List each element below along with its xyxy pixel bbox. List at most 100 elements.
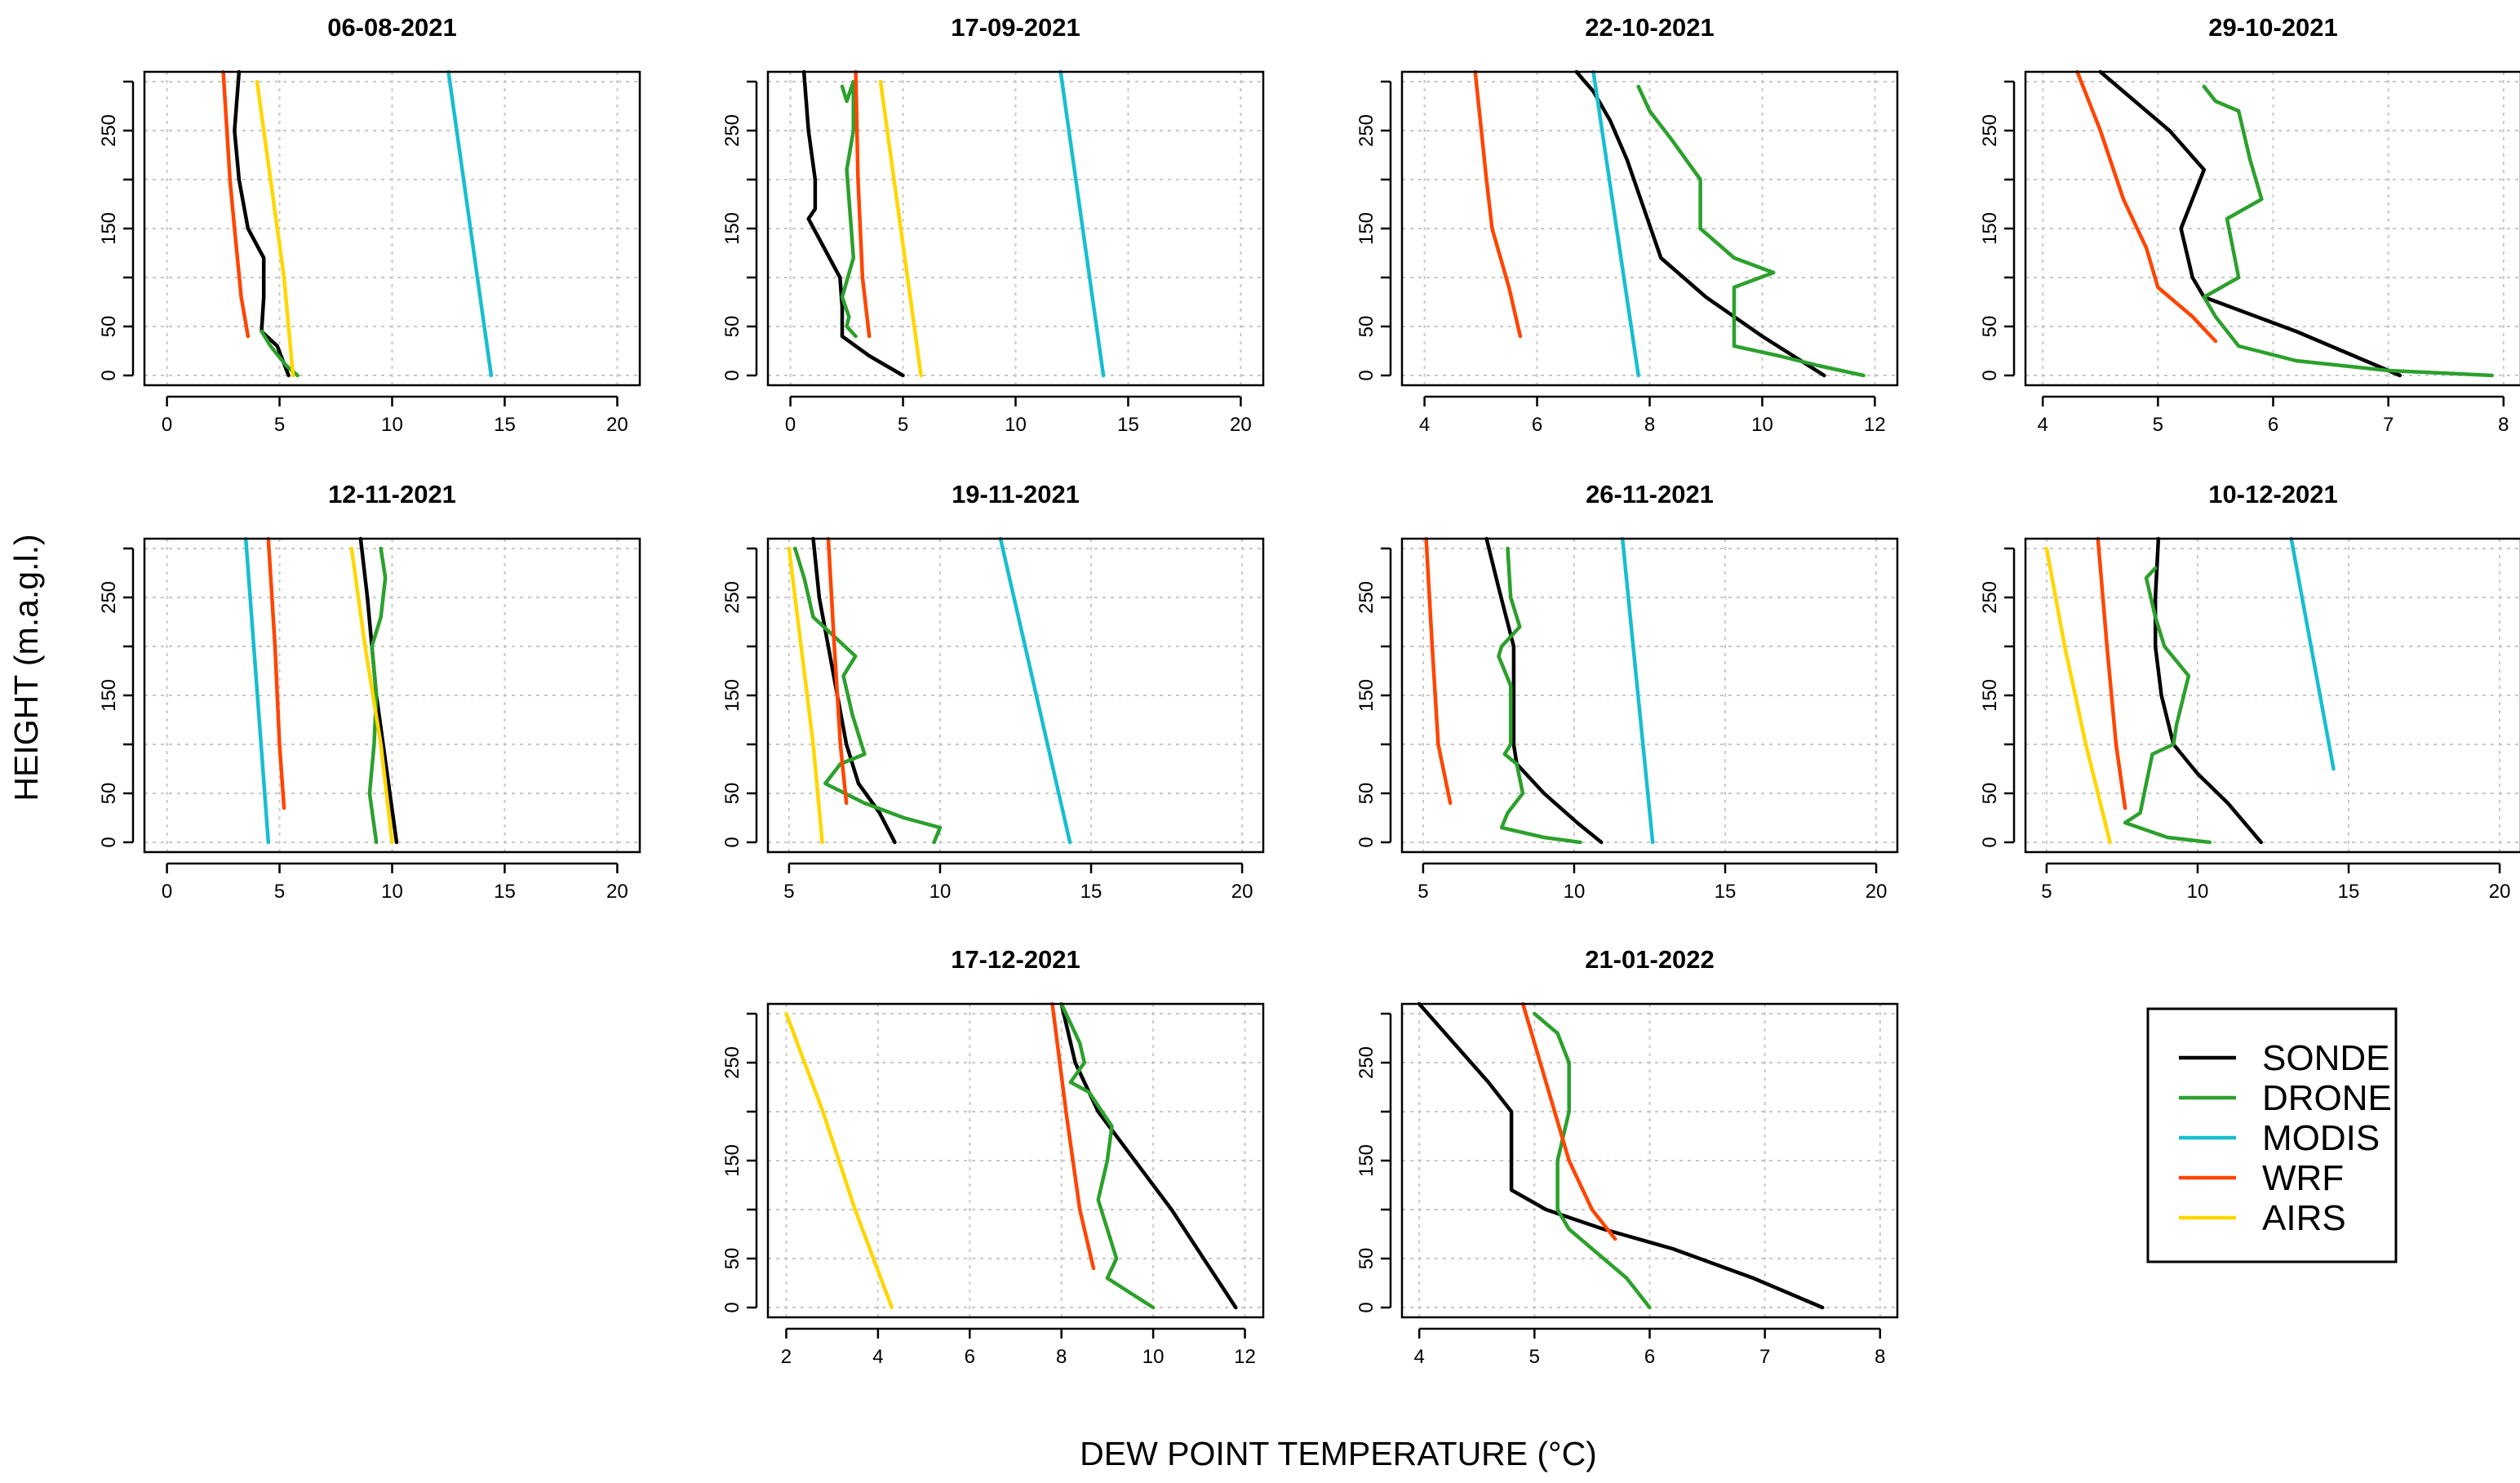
x-tick-label: 10 — [1005, 414, 1027, 436]
series-line-drone — [2123, 566, 2212, 845]
y-tick-label: 250 — [721, 1046, 743, 1079]
series-line-modis — [998, 536, 1072, 845]
y-tick-label: 0 — [1355, 837, 1378, 847]
series-line-modis — [243, 536, 271, 845]
plot-frame — [766, 537, 1265, 854]
x-tick-label: 15 — [1715, 881, 1737, 903]
y-axis-label: HEIGHT (m.a.g.l.) — [7, 534, 45, 801]
x-tick-label: 4 — [1419, 414, 1430, 436]
x-tick-label: 10 — [381, 414, 403, 436]
series-line-wrf — [2075, 69, 2218, 344]
y-tick-label: 0 — [721, 370, 743, 380]
y-tick-label: 250 — [721, 581, 743, 614]
plot-frame — [1400, 70, 1899, 387]
x-tick-label: 8 — [1056, 1346, 1067, 1368]
y-tick-label: 150 — [721, 212, 743, 245]
series-line-modis — [446, 69, 494, 378]
series-line-wrf — [2096, 536, 2127, 810]
x-tick-label: 20 — [1230, 414, 1252, 436]
series-line-drone — [367, 546, 388, 845]
series-line-drone — [2202, 84, 2494, 378]
series-line-sonde — [233, 69, 291, 378]
y-tick-label: 50 — [721, 1248, 743, 1270]
y-tick-label: 50 — [98, 316, 120, 338]
panel-22-10-2021: 4 6 8 10 12 0 50 150 250 22-10-2021 — [1355, 13, 1899, 436]
series-line-sonde — [2153, 536, 2263, 845]
x-tick-label: 5 — [1529, 1346, 1540, 1368]
series-line-wrf — [266, 536, 286, 810]
panel-title: 17-12-2021 — [951, 945, 1080, 974]
series-line-drone — [1059, 1001, 1156, 1310]
x-tick-label: 4 — [1413, 1346, 1424, 1368]
series-line-sonde — [801, 69, 905, 378]
series-line-modis — [1620, 536, 1655, 845]
y-tick-label: 0 — [98, 837, 120, 847]
y-tick-label: 250 — [1355, 114, 1378, 147]
panel-21-01-2022: 4 5 6 7 8 0 50 150 250 21-01-2022 — [1355, 945, 1899, 1368]
y-tick-label: 50 — [98, 783, 120, 805]
series-line-wrf — [1424, 536, 1453, 806]
series-line-airs — [878, 79, 923, 378]
x-tick-label: 12 — [1234, 1346, 1256, 1368]
series-line-modis — [1058, 69, 1106, 378]
x-axis-label: DEW POINT TEMPERATURE (°C) — [1080, 1435, 1597, 1472]
x-tick-label: 5 — [783, 881, 794, 903]
plot-frame — [2024, 70, 2520, 387]
series-line-drone — [1533, 1011, 1652, 1310]
panel-title: 12-11-2021 — [328, 480, 456, 508]
series-line-sonde — [1484, 536, 1604, 845]
series-line-sonde — [358, 536, 399, 845]
series-line-wrf — [1473, 69, 1523, 339]
x-tick-label: 20 — [1231, 881, 1253, 903]
plot-frame — [2024, 537, 2520, 854]
x-tick-label: 5 — [2153, 414, 2163, 436]
x-tick-label: 10 — [929, 881, 952, 903]
series-line-airs — [349, 546, 394, 845]
plot-frame — [1400, 537, 1899, 854]
x-tick-label: 20 — [606, 414, 628, 436]
series-line-airs — [787, 546, 824, 845]
panel-title: 19-11-2021 — [952, 480, 1080, 508]
x-tick-label: 6 — [2268, 414, 2278, 436]
panel-title: 21-01-2022 — [1585, 945, 1715, 974]
series-line-drone — [840, 79, 858, 339]
plot-frame — [143, 70, 641, 387]
x-tick-label: 7 — [1759, 1346, 1770, 1368]
y-tick-label: 0 — [721, 837, 743, 847]
y-tick-label: 50 — [1979, 783, 2001, 805]
panel-19-11-2021: 5 10 15 20 0 50 150 250 19-11-2021 — [721, 480, 1265, 903]
legend-label-wrf: WRF — [2262, 1158, 2344, 1198]
panel-title: 26-11-2021 — [1586, 480, 1714, 508]
panel-06-08-2021: 0 5 10 15 20 0 50 150 250 06-08-2021 — [98, 13, 641, 436]
series-line-wrf — [854, 69, 872, 339]
y-tick-label: 250 — [98, 114, 120, 147]
legend-label-modis: MODIS — [2262, 1118, 2380, 1158]
plot-frame — [766, 1002, 1265, 1319]
x-tick-label: 10 — [1142, 1346, 1165, 1368]
y-tick-label: 50 — [721, 783, 743, 805]
x-tick-label: 5 — [898, 414, 908, 436]
panel-title: 06-08-2021 — [327, 13, 457, 42]
x-tick-label: 15 — [1080, 881, 1102, 903]
panel-10-12-2021: 5 10 15 20 0 50 150 250 10-12-2021 — [1979, 480, 2520, 903]
y-tick-label: 0 — [1355, 1302, 1378, 1312]
y-tick-label: 250 — [98, 581, 120, 614]
x-tick-label: 10 — [1751, 414, 1773, 436]
panel-17-09-2021: 0 5 10 15 20 0 50 150 250 17-09-2021 — [721, 13, 1265, 436]
x-tick-label: 20 — [1866, 881, 1888, 903]
x-tick-label: 6 — [965, 1346, 975, 1368]
series-line-sonde — [1059, 1001, 1238, 1310]
series-line-sonde — [2098, 69, 2402, 378]
panel-title: 22-10-2021 — [1585, 13, 1715, 42]
panel-26-11-2021: 5 10 15 20 0 50 150 250 26-11-2021 — [1355, 480, 1899, 903]
x-tick-label: 4 — [2037, 414, 2048, 436]
y-tick-label: 250 — [1979, 114, 2001, 147]
x-tick-label: 15 — [494, 414, 516, 436]
x-tick-label: 6 — [1532, 414, 1542, 436]
x-tick-label: 10 — [2187, 881, 2209, 903]
y-tick-label: 250 — [1979, 581, 2001, 614]
y-tick-label: 0 — [721, 1302, 743, 1312]
x-tick-label: 10 — [381, 881, 403, 903]
